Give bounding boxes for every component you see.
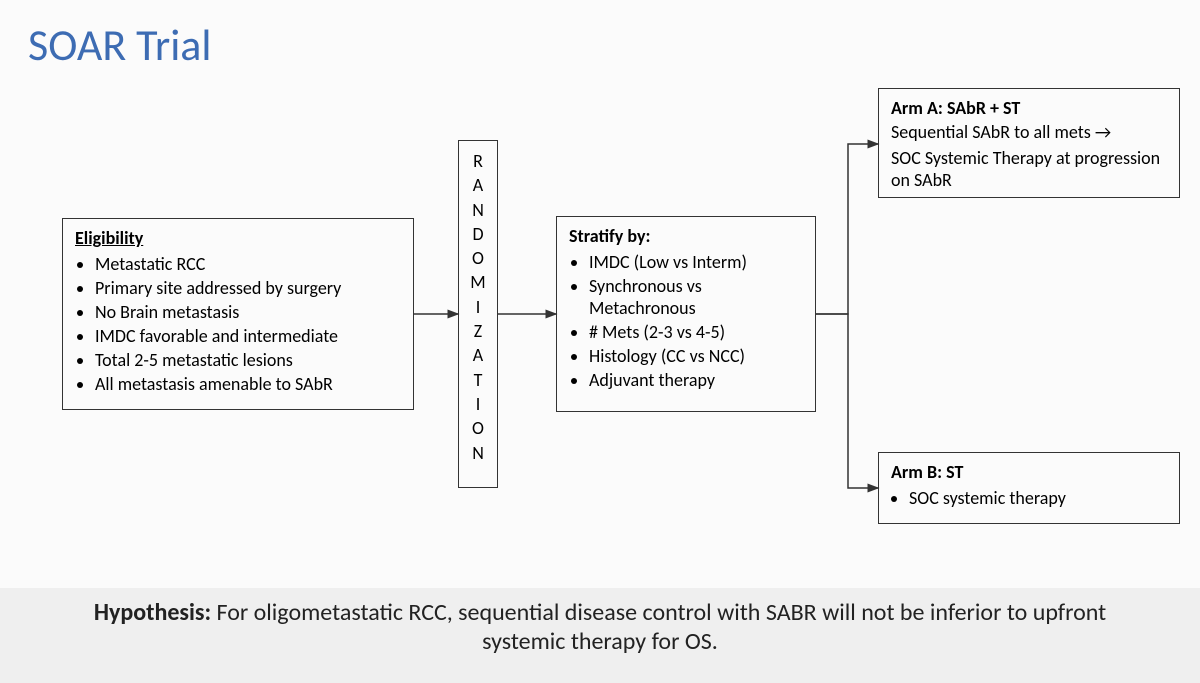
randomization-letter: D: [463, 222, 493, 246]
randomization-letter: N: [463, 198, 493, 222]
randomization-letter: A: [463, 343, 493, 367]
arm-b-item: SOC systemic therapy: [909, 487, 1167, 509]
stratify-item: Histology (CC vs NCC): [589, 345, 803, 367]
arm-a-box: Arm A: SAbR + ST Sequential SAbR to all …: [878, 88, 1180, 198]
randomization-letter: I: [463, 392, 493, 416]
stratify-list: IMDC (Low vs Interm) Synchronous vs Meta…: [569, 251, 803, 391]
stratify-title: Stratify by:: [569, 225, 803, 247]
stratify-item: Adjuvant therapy: [589, 369, 803, 391]
arm-b-list: SOC systemic therapy: [891, 487, 1167, 509]
eligibility-item: IMDC favorable and intermediate: [95, 325, 401, 347]
arm-a-line2: SOC Systemic Therapy at progression on S…: [891, 147, 1167, 191]
randomization-letter: N: [463, 441, 493, 465]
randomization-box: R A N D O M I Z A T I O N: [458, 140, 498, 488]
randomization-letter: A: [463, 173, 493, 197]
randomization-letter: I: [463, 295, 493, 319]
arm-b-title: Arm B: ST: [891, 461, 1167, 483]
arm-a-title: Arm A: SAbR + ST: [891, 97, 1167, 119]
randomization-letter: O: [463, 246, 493, 270]
eligibility-item: Primary site addressed by surgery: [95, 277, 401, 299]
hypothesis-body: For oligometastatic RCC, sequential dise…: [211, 598, 1106, 656]
eligibility-item: No Brain metastasis: [95, 301, 401, 323]
eligibility-title: Eligibility: [75, 227, 401, 249]
randomization-letter: O: [463, 416, 493, 440]
page-title: SOAR Trial: [28, 18, 211, 72]
eligibility-item: All metastasis amenable to SAbR: [95, 373, 401, 395]
randomization-letter: R: [463, 149, 493, 173]
eligibility-box: Eligibility Metastatic RCC Primary site …: [62, 218, 414, 410]
stratify-item: # Mets (2-3 vs 4-5): [589, 321, 803, 343]
hypothesis-label: Hypothesis:: [94, 598, 211, 627]
stratify-item: Synchronous vs Metachronous: [589, 275, 803, 319]
eligibility-list: Metastatic RCC Primary site addressed by…: [75, 253, 401, 395]
randomization-letter: Z: [463, 319, 493, 343]
eligibility-item: Total 2-5 metastatic lesions: [95, 349, 401, 371]
randomization-letter: T: [463, 368, 493, 392]
stratify-item: IMDC (Low vs Interm): [589, 251, 803, 273]
arm-b-box: Arm B: ST SOC systemic therapy: [878, 452, 1180, 524]
eligibility-item: Metastatic RCC: [95, 253, 401, 275]
randomization-letter: M: [463, 270, 493, 294]
hypothesis-text: Hypothesis: For oligometastatic RCC, seq…: [0, 598, 1200, 656]
stratify-box: Stratify by: IMDC (Low vs Interm) Synchr…: [556, 216, 816, 412]
arm-a-line1: Sequential SAbR to all mets →: [891, 121, 1167, 143]
